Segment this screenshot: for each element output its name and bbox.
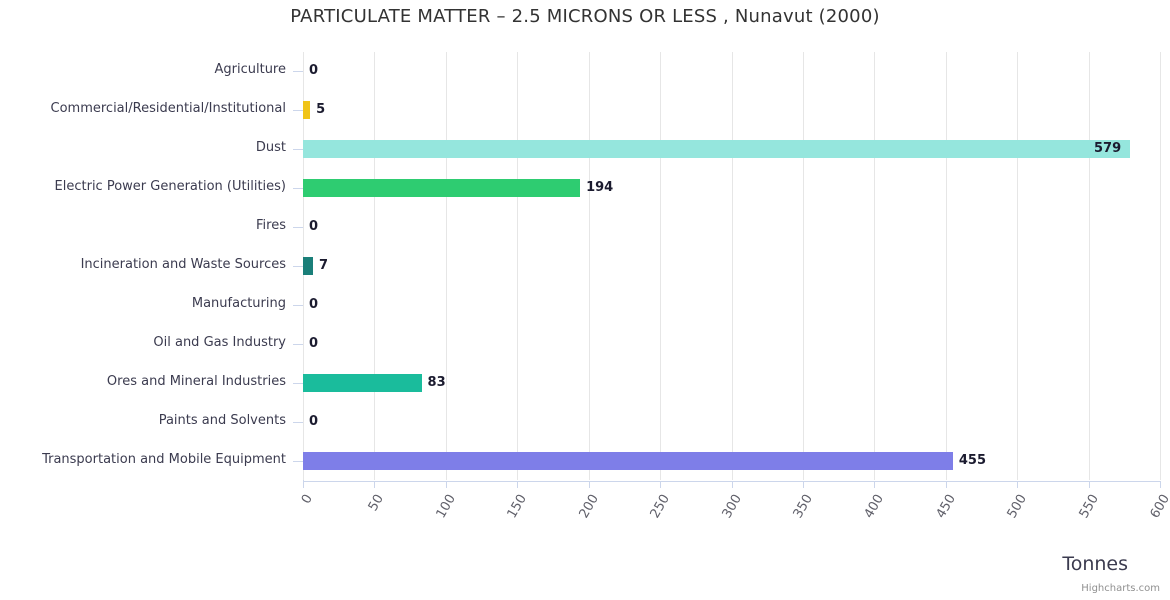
x-axis-tick-label: 550	[1076, 492, 1102, 522]
x-axis-tick	[874, 482, 876, 488]
bar-value-label: 455	[958, 452, 987, 468]
gridline	[445, 52, 447, 480]
gridline	[660, 52, 662, 480]
x-axis-tick	[802, 482, 804, 488]
category-label: Paints and Solvents	[158, 412, 286, 428]
gridline	[874, 52, 876, 480]
chart-row: Electric Power Generation (Utilities) 194	[55, 169, 1160, 208]
category-tick	[293, 110, 303, 112]
gridline	[588, 52, 590, 480]
bar-value-label: 194	[586, 180, 614, 196]
bar[interactable]	[303, 451, 953, 470]
gridline	[731, 52, 733, 480]
bar[interactable]	[303, 373, 422, 392]
x-axis-tick	[731, 482, 733, 488]
category-label: Fires	[256, 218, 286, 234]
x-axis-tick	[945, 482, 947, 488]
chart-row: Dust 579	[256, 130, 1160, 169]
category-label: Ores and Mineral Industries	[106, 373, 286, 389]
chart-row: Ores and Mineral Industries 83	[107, 363, 1160, 402]
category-tick	[293, 421, 303, 423]
category-label: Commercial/Residential/Institutional	[50, 101, 287, 117]
category-label: Electric Power Generation (Utilities)	[54, 179, 286, 195]
chart-row: Manufacturing 0	[192, 285, 1160, 324]
category-tick	[293, 188, 303, 190]
bar-value-label: 0	[309, 413, 319, 429]
bar-value-label: 0	[309, 219, 319, 235]
bar-value-label: 0	[309, 63, 319, 79]
category-tick	[293, 382, 303, 384]
chart-row: Transportation and Mobile Equipment 455	[42, 441, 1160, 480]
gridline	[1017, 52, 1019, 480]
x-axis-title: Tonnes	[1062, 553, 1128, 575]
plot-area: Agriculture 0 Commercial/Residential/Insti…	[42, 52, 1161, 480]
x-axis-tick-label: 150	[504, 492, 531, 522]
x-axis-tick-label: 450	[933, 492, 959, 522]
gridline	[1160, 52, 1161, 480]
x-axis-tick	[445, 482, 447, 488]
x-axis-tick-label: 250	[647, 492, 674, 522]
category-tick	[293, 265, 303, 267]
category-label: Manufacturing	[191, 295, 286, 311]
chart-row: Commercial/Residential/Institutional 5	[51, 91, 1160, 130]
bar-value-label: 7	[318, 257, 329, 273]
x-axis-tick	[1088, 482, 1090, 488]
x-axis-tick	[1160, 482, 1161, 488]
x-axis-tick-label: 400	[861, 492, 888, 522]
x-axis-tick	[374, 482, 376, 488]
bar[interactable]	[303, 101, 311, 120]
bar-value-label: 579	[1094, 141, 1122, 157]
x-axis-tick	[303, 482, 304, 488]
x-axis-tick	[1017, 482, 1019, 488]
category-tick	[293, 227, 303, 229]
category-label: Oil and Gas Industry	[153, 334, 286, 350]
x-axis-tick	[588, 482, 590, 488]
chart-title: PARTICULATE MATTER – 2.5 MICRONS OR LESS…	[290, 6, 880, 27]
bar[interactable]	[303, 140, 1130, 159]
category-label: Incineration and Waste Sources	[80, 256, 286, 272]
bar-value-label: 5	[316, 102, 326, 118]
chart-row: Incineration and Waste Sources 7	[81, 247, 1160, 286]
x-axis-tick-label: 200	[576, 492, 602, 522]
chart-row: Paints and Solvents 0	[159, 402, 1160, 441]
x-axis-tick-label: 50	[366, 492, 388, 514]
gridline	[374, 52, 376, 480]
x-axis-tick-label: 350	[790, 492, 816, 522]
bar[interactable]	[303, 179, 581, 198]
x-axis-tick-label: 300	[719, 492, 745, 522]
chart-row: Fires 0	[256, 208, 1160, 247]
category-tick	[293, 71, 303, 73]
category-tick	[293, 149, 303, 151]
x-axis-line	[303, 481, 1161, 482]
category-tick	[293, 460, 303, 462]
x-axis-tick-label: 100	[433, 492, 459, 522]
category-tick	[293, 304, 303, 306]
category-label: Dust	[255, 140, 286, 156]
chart-row: Oil and Gas Industry 0	[153, 324, 1160, 363]
category-label: Agriculture	[214, 62, 287, 78]
x-axis-tick	[660, 482, 662, 488]
x-axis-tick	[517, 482, 519, 488]
x-axis-tick-label: 0	[298, 492, 316, 507]
bar-value-label: 0	[309, 296, 319, 312]
highcharts-credit[interactable]: Highcharts.com	[1081, 583, 1160, 594]
bar[interactable]	[303, 256, 313, 275]
bar-value-label: 83	[427, 374, 446, 390]
category-label: Transportation and Mobile Equipment	[42, 451, 286, 467]
x-axis-tick-label: 600	[1147, 492, 1170, 522]
gridline	[945, 52, 947, 480]
gridline	[802, 52, 804, 480]
bar-value-label: 0	[309, 335, 319, 351]
chart-row: Agriculture 0	[215, 52, 1160, 91]
category-tick	[293, 343, 303, 345]
gridline	[1088, 52, 1090, 480]
gridline	[517, 52, 519, 480]
x-axis-tick-label: 500	[1004, 492, 1031, 522]
